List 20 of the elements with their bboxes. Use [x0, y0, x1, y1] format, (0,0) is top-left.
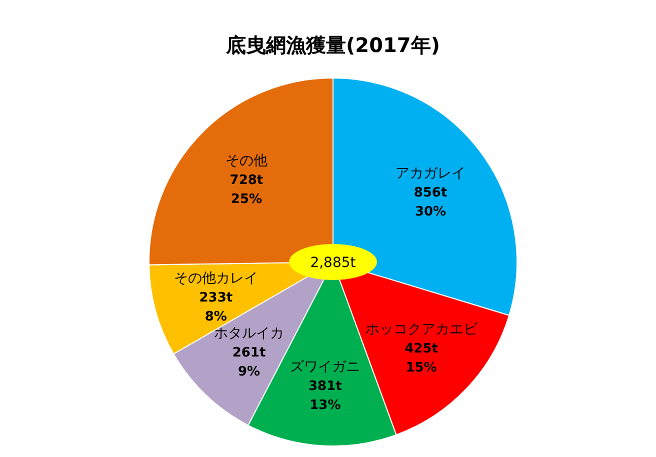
annotation: 13% — [310, 398, 341, 414]
slice-label: アカガレイ — [396, 166, 466, 182]
annotation: 25% — [230, 192, 262, 207]
data-label: 381t — [308, 379, 342, 394]
data-label: 728t — [230, 172, 264, 188]
slice-label: その他カレイ — [174, 270, 258, 286]
annotation: 9% — [238, 364, 260, 380]
slice-label: ホタルイカ — [214, 326, 284, 342]
slice-label: ズワイガニ — [290, 359, 360, 376]
chart-title: 底曳網漁獲量(2017年) — [225, 33, 440, 57]
annotation: 15% — [406, 360, 437, 376]
slice-label: ホッコクアカエビ — [365, 321, 478, 338]
annotation: 8% — [204, 309, 227, 324]
annotation: 2,885t — [289, 244, 377, 280]
slice-label: その他 — [225, 152, 268, 169]
annotation: 30% — [414, 204, 446, 220]
data-label: 233t — [199, 290, 233, 306]
data-label: 425t — [404, 341, 438, 356]
data-label: 261t — [232, 346, 266, 361]
data-label: 856t — [414, 186, 448, 201]
